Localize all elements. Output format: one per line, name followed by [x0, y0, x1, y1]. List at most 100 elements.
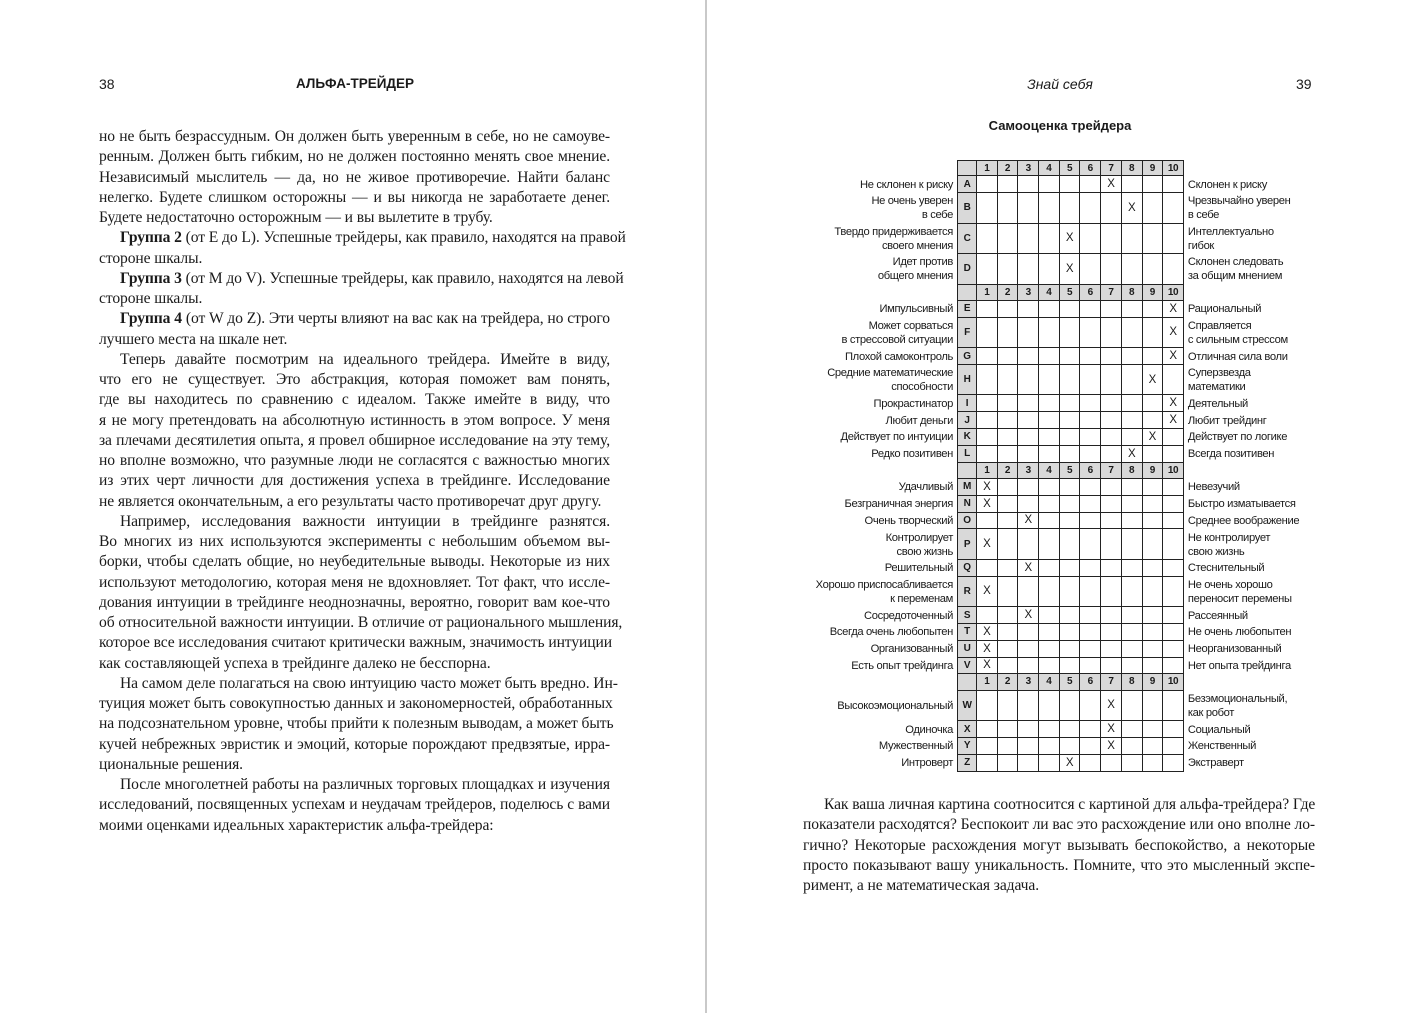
scale-cell [1163, 193, 1184, 224]
trait-right-label: Отличная сила воли [1187, 350, 1288, 363]
scale-cell [977, 395, 998, 413]
scale-cell [1059, 529, 1081, 560]
scale-header-row: 1 2 3 4 5 6 7 8 9 10 [800, 160, 1313, 177]
scale-number: 2 [997, 462, 1019, 479]
trait-row: Может сорваться в стрессовой ситуации F X С… [800, 317, 1313, 349]
scale-number: 9 [1142, 462, 1164, 479]
scale-cell [1018, 657, 1040, 675]
trait-right-label: Безэмоциональный, как робот [1187, 692, 1288, 719]
scale-cell [1121, 576, 1143, 608]
scale-cell [997, 640, 1019, 658]
scale-cell [997, 445, 1019, 463]
score-mark: X [1163, 395, 1184, 413]
scale-cell [1080, 754, 1102, 772]
trait-right-label: Быстро изматывается [1187, 498, 1296, 511]
scale-cell [997, 607, 1019, 624]
trait-row: Редко позитивен L X Всегда позитивен [800, 445, 1313, 463]
scale-cell [1080, 395, 1102, 413]
trait-left-label: Организованный [870, 643, 954, 656]
scale-cell [1101, 529, 1122, 560]
scale-cell [1039, 254, 1060, 285]
scale-number: 8 [1121, 674, 1143, 691]
text-line: Как ваша личная картина соотносится с ка… [824, 796, 1316, 813]
scale-cell [997, 754, 1019, 772]
scale-cell [997, 254, 1019, 285]
scale-cell [1080, 223, 1102, 255]
text-line: что его не существует. Это абстракция, к… [99, 371, 610, 388]
trait-letter: S [958, 607, 977, 624]
score-mark: X [1059, 754, 1081, 772]
scale-number: 8 [1121, 284, 1143, 301]
text-line: исследований, посвященных успехам и неуд… [99, 796, 610, 814]
scale-cell [1059, 412, 1081, 430]
scale-cell [1121, 721, 1143, 738]
header-corner [958, 160, 977, 177]
score-mark: X [977, 495, 998, 513]
scale-cell [1142, 300, 1164, 318]
scale-cell [1142, 529, 1164, 560]
scale-cell [1018, 254, 1040, 285]
trait-left-label: Очень творческий [864, 514, 954, 527]
scale-cell [1039, 364, 1060, 396]
scale-cell [1121, 529, 1143, 560]
trait-letter: Z [958, 754, 977, 772]
score-mark: X [1163, 348, 1184, 365]
trait-left-label: Импульсивный [879, 303, 953, 316]
scale-cell [1018, 223, 1040, 255]
scale-cell [1101, 395, 1122, 413]
text-line: используют методологию, которая меня не … [99, 573, 610, 591]
scale-cell [1018, 193, 1040, 224]
scale-cell [997, 721, 1019, 738]
scale-cell [1039, 495, 1060, 513]
scale-cell [1080, 737, 1102, 755]
scale-cell [1121, 737, 1143, 755]
scale-cell [1101, 364, 1122, 396]
trait-left-label: Идет против общего мнения [877, 256, 953, 283]
scale-header: 1 2 3 4 5 6 7 8 9 10 [957, 462, 1184, 479]
scale-cell [1101, 429, 1122, 446]
trait-right-label: Любит трейдинг [1187, 414, 1267, 427]
scale-cell [997, 348, 1019, 365]
scale-number: 1 [977, 160, 998, 177]
scale-cell [1059, 576, 1081, 608]
trait-left-label: Удачливый [898, 481, 954, 494]
scale-cell [977, 737, 998, 755]
scale-cell [997, 176, 1019, 194]
scale-cell [997, 193, 1019, 224]
scale-number: 1 [977, 462, 998, 479]
scale-cell [1163, 512, 1184, 530]
trait-right-label: Невезучий [1187, 481, 1240, 494]
scale-number: 10 [1163, 160, 1184, 177]
trait-row: Одиночка X X Социальный [800, 721, 1313, 738]
scale-cell [1039, 640, 1060, 658]
trait-left-label: Хорошо приспосабливается к переменам [815, 578, 954, 605]
scale-cell [1080, 576, 1102, 608]
scale-cell [977, 317, 998, 349]
scale-cell [1039, 223, 1060, 255]
scale-cell [977, 559, 998, 577]
trait-left-label: Безграничная энергия [844, 498, 953, 511]
scale-cell [1142, 348, 1164, 365]
scale-number: 8 [1121, 160, 1143, 177]
scale-header-row: 1 2 3 4 5 6 7 8 9 10 [800, 674, 1313, 691]
trait-left-label: Есть опыт трейдинга [851, 659, 953, 672]
scale-cell [1163, 429, 1184, 446]
scale-number: 4 [1039, 160, 1060, 177]
trait-row: Действует по интуиции K X Действует по логи… [800, 429, 1313, 446]
scale-cell [1142, 690, 1164, 722]
header-corner [958, 462, 977, 479]
scale-number: 6 [1080, 160, 1102, 177]
text-line: Во многих из них используются эксперимен… [99, 533, 610, 550]
scale-cell [1039, 412, 1060, 430]
scale-cell [1101, 607, 1122, 624]
trait-left-label: Средние математические способности [827, 367, 953, 394]
scale-cell [1101, 559, 1122, 577]
trait-left-label: Не очень уверен в себе [871, 195, 953, 222]
trait-left-label: Твердо придерживается своего мнения [834, 225, 953, 252]
